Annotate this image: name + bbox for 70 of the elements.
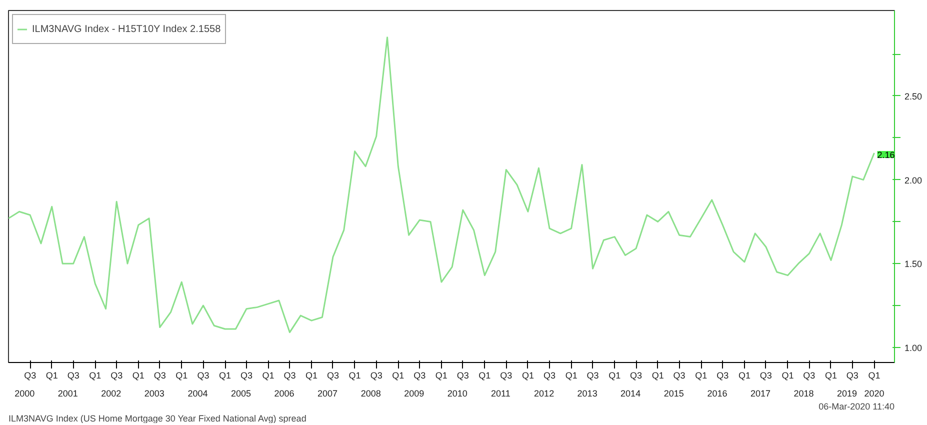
x2-tick-label: Q1 — [219, 370, 232, 380]
x2-tick-label: Q3 — [326, 370, 339, 380]
x-tick-label: 2008 — [360, 388, 381, 398]
x2-tick-label: Q1 — [478, 370, 491, 380]
x2-tick-label: Q1 — [608, 370, 621, 380]
x2-tick-label: Q3 — [544, 370, 556, 380]
x2-tick-label: Q1 — [695, 370, 708, 380]
x2-tick-label: Q3 — [240, 370, 252, 380]
x-tick-label: 2015 — [664, 388, 684, 398]
y-tick-label: 2.00 — [904, 175, 922, 186]
x2-tick-label: Q1 — [565, 370, 578, 380]
text: 06-Mar-2020 11:40 — [818, 402, 895, 412]
x2-tick-label: Q3 — [370, 370, 382, 380]
x2-tick-label: Q1 — [652, 370, 664, 380]
x-tick-label: 2012 — [534, 388, 554, 398]
x2-tick-label: Q3 — [67, 370, 80, 380]
x2-tick-label: Q3 — [284, 370, 296, 380]
x-tick-label: 2018 — [794, 388, 814, 398]
x2-tick-label: Q1 — [176, 370, 188, 380]
x2-tick-label: Q3 — [414, 370, 426, 380]
x2-tick-label: Q3 — [803, 370, 816, 380]
x-tick-label: 2010 — [447, 388, 468, 398]
x2-tick-label: Q1 — [306, 370, 318, 380]
x2-tick-label: Q1 — [132, 370, 144, 380]
x-tick-label: 2000 — [14, 388, 35, 398]
x-tick-label: 2006 — [274, 388, 294, 398]
x-tick-label: 2019 — [836, 388, 857, 398]
x2-tick-label: Q1 — [392, 370, 404, 380]
x-tick-label: 2014 — [620, 388, 641, 398]
x2-tick-label: Q1 — [435, 370, 448, 380]
x-tick-label: 2009 — [404, 388, 424, 398]
y-tick-label: 1.00 — [904, 342, 922, 353]
x2-tick-label: Q3 — [673, 370, 686, 380]
x2-tick-label: Q3 — [846, 370, 858, 380]
x-tick-label: 2002 — [101, 388, 122, 398]
y-tick-label: 1.50 — [904, 259, 922, 270]
x-tick-label: 2013 — [577, 388, 598, 398]
x2-tick-label: Q3 — [500, 370, 512, 380]
x2-tick-label: Q3 — [586, 370, 599, 380]
x2-tick-label: Q3 — [197, 370, 210, 380]
x-tick-label: 2003 — [144, 388, 164, 398]
text: ILM3NAVG Index (US Home Mortgage 30 Year Fixed National Avg) spread — [8, 414, 306, 424]
x2-tick-label: Q1 — [262, 370, 274, 380]
x-tick-label: 2016 — [707, 388, 728, 398]
x2-tick-label: Q1 — [824, 370, 837, 380]
x2-tick-label: Q3 — [456, 370, 469, 380]
x2-tick-label: Q1 — [46, 370, 58, 380]
x2-tick-label: Q3 — [154, 370, 166, 380]
x-tick-label: 2005 — [231, 388, 252, 398]
x2-tick-label: Q3 — [630, 370, 642, 380]
y-tick-label: 2.50 — [904, 91, 922, 102]
x2-tick-label: Q1 — [89, 370, 102, 380]
x2-tick-label: Q1 — [782, 370, 794, 380]
line-series — [8, 36, 875, 334]
x2-tick-label: Q3 — [24, 370, 36, 380]
x-tick-label: 2011 — [491, 388, 510, 398]
x-tick-label: 2017 — [750, 388, 770, 398]
x-tick-label: 2007 — [318, 388, 338, 398]
x-tick-label: 2001 — [58, 388, 78, 398]
legend-label: ILM3NAVG Index - H15T10Y Index 2.1558 — [32, 24, 221, 34]
x-tick-label: 2020 — [864, 388, 884, 398]
x2-tick-label: Q3 — [716, 370, 729, 380]
annotation: 2.16 — [877, 150, 895, 160]
x2-tick-label: Q1 — [522, 370, 534, 380]
x2-tick-label: Q1 — [738, 370, 750, 380]
x2-tick-label: Q3 — [110, 370, 123, 380]
x2-tick-label: Q1 — [868, 370, 880, 380]
x2-tick-label: Q3 — [760, 370, 772, 380]
x2-tick-label: Q1 — [348, 370, 361, 380]
x-tick-label: 2004 — [188, 388, 208, 398]
